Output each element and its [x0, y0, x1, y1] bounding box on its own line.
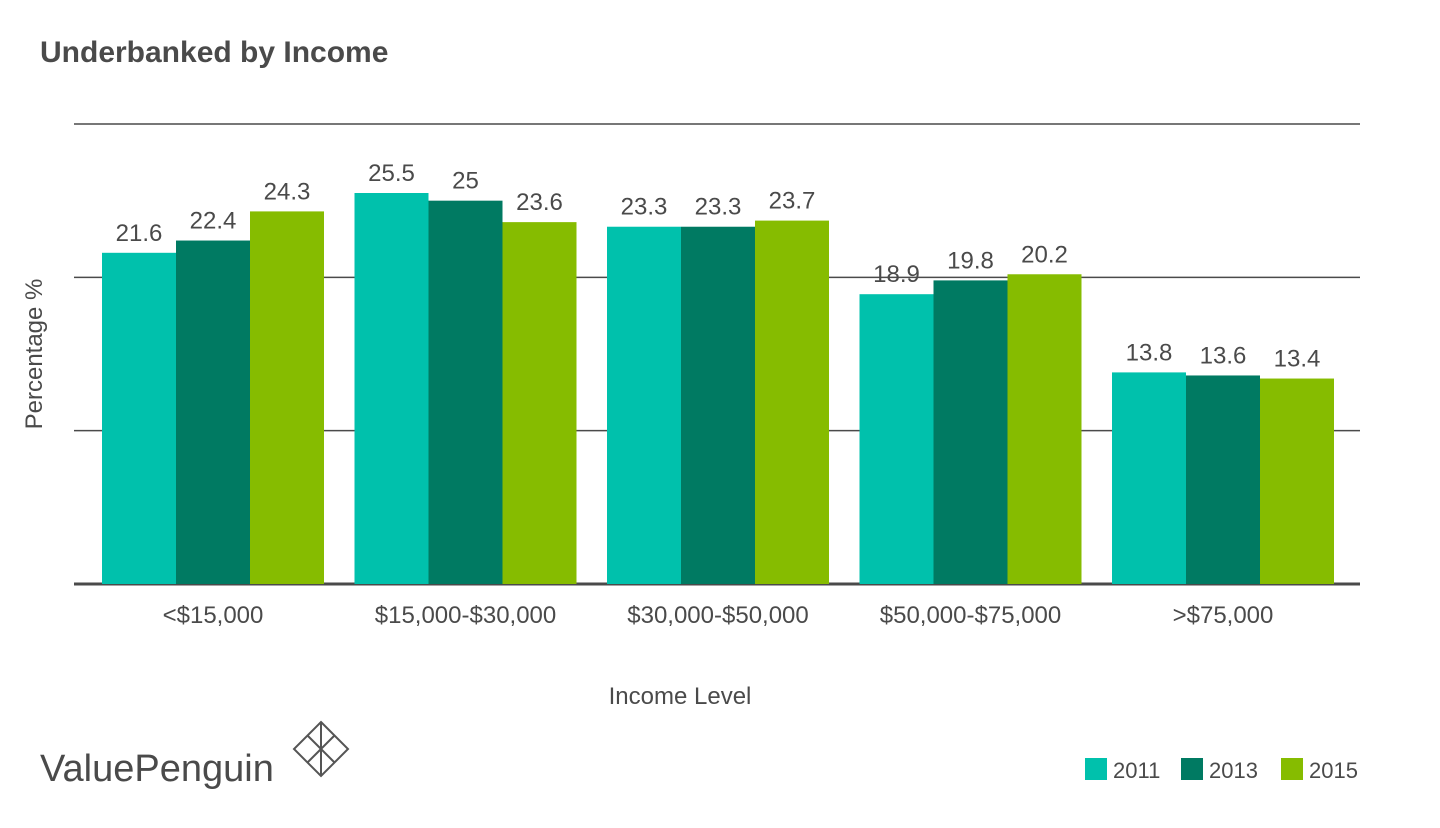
bar-label-2015-3: 20.2: [1021, 241, 1068, 268]
x-tick-label-0: <$15,000: [163, 602, 264, 629]
brand-logo: ValuePenguin: [40, 720, 350, 790]
bars: [102, 193, 1334, 585]
bar-2013-3: [933, 280, 1008, 584]
x-tick-label-1: $15,000-$30,000: [375, 602, 557, 629]
legend-swatch-2011: [1085, 758, 1107, 780]
bar-2013-1: [428, 200, 503, 584]
legend-swatch-2015: [1281, 758, 1303, 780]
x-tick-labels: <$15,000 $15,000-$30,000 $30,000-$50,000 $5…: [163, 602, 1274, 629]
bar-2015-3: [1007, 274, 1082, 584]
bar-label-2011-4: 13.8: [1126, 339, 1173, 366]
bar-label-2013-3: 19.8: [947, 247, 994, 274]
legend-swatch-2013: [1181, 758, 1203, 780]
bar-2013-2: [681, 226, 755, 584]
bar-label-2013-1: 25: [452, 168, 479, 195]
bar-label-2015-4: 13.4: [1274, 346, 1321, 373]
legend: 2011 2013 2015: [1085, 758, 1358, 783]
legend-label-2011: 2011: [1113, 758, 1160, 783]
bar-label-2015-0: 24.3: [264, 178, 311, 205]
bar-label-2011-2: 23.3: [621, 194, 668, 221]
bar-label-2013-4: 13.6: [1200, 342, 1247, 369]
bar-2011-1: [354, 193, 429, 584]
x-tick-label-2: $30,000-$50,000: [627, 602, 809, 629]
y-axis-title: Percentage %: [21, 279, 48, 430]
bar-label-2011-1: 25.5: [368, 160, 415, 187]
bar-2015-4: [1260, 378, 1334, 584]
x-tick-label-4: >$75,000: [1173, 602, 1274, 629]
bar-label-2011-0: 21.6: [116, 220, 163, 247]
bar-2011-2: [607, 226, 681, 584]
bar-2015-1: [502, 222, 577, 584]
bar-2013-0: [176, 240, 250, 585]
bar-label-2013-0: 22.4: [190, 208, 237, 235]
bar-label-2011-3: 18.9: [873, 261, 920, 288]
bar-label-2015-1: 23.6: [516, 189, 563, 216]
bar-2011-0: [102, 252, 176, 585]
bar-labels: 21.6 22.4 24.3 25.5 25 23.6 23.3 23.3 23.7 18.9 19…: [116, 160, 1321, 373]
bar-label-2015-2: 23.7: [769, 188, 816, 215]
bar-2015-2: [755, 220, 829, 584]
x-tick-label-3: $50,000-$75,000: [880, 602, 1062, 629]
bar-label-2013-2: 23.3: [695, 194, 742, 221]
brand-name: ValuePenguin: [40, 748, 274, 790]
legend-label-2015: 2015: [1309, 758, 1358, 783]
penguin-diamond-icon: [292, 720, 350, 778]
bar-2011-4: [1112, 372, 1186, 584]
bar-2015-0: [250, 211, 324, 584]
chart-title: Underbanked by Income: [40, 36, 388, 69]
x-axis-title: Income Level: [609, 683, 752, 710]
legend-label-2013: 2013: [1209, 758, 1258, 783]
bar-2011-3: [859, 294, 934, 584]
bar-2013-4: [1186, 375, 1260, 584]
